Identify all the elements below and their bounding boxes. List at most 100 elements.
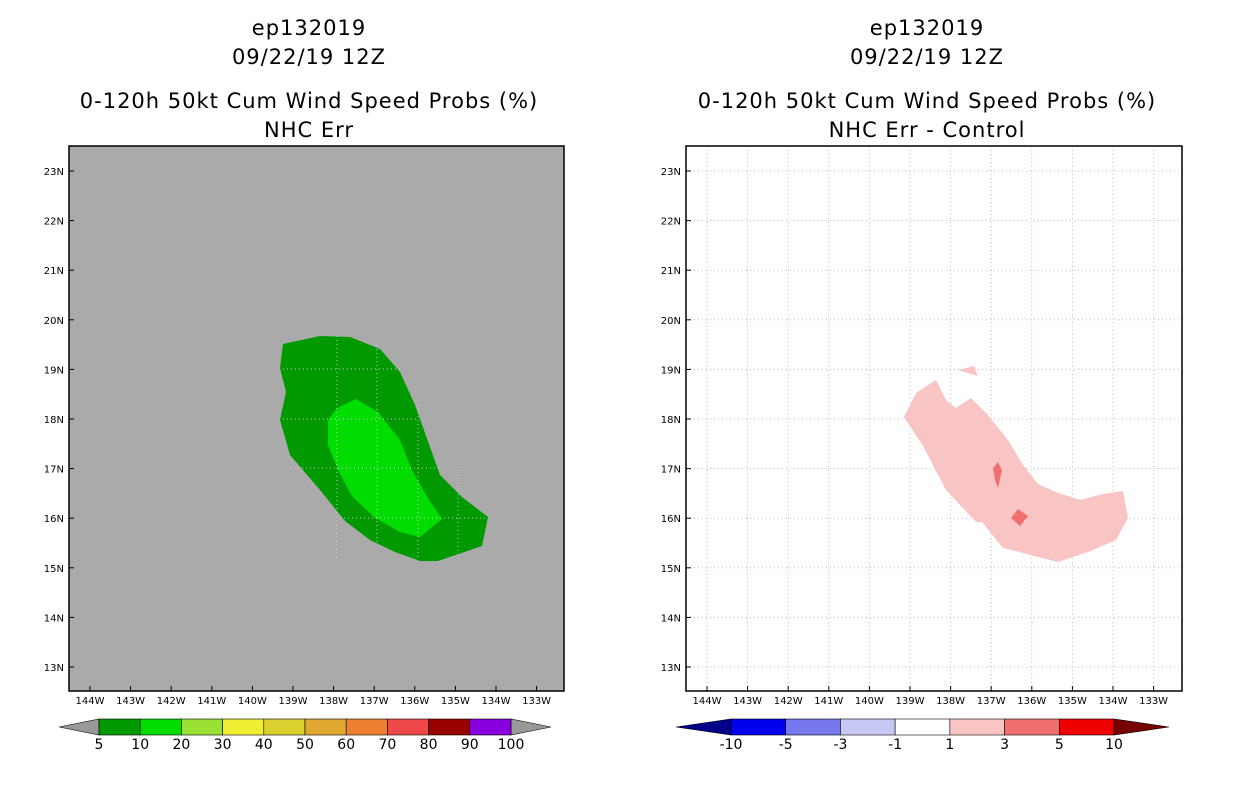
left-colorbar-label: 30 [214,737,232,753]
right-diff-area-3-5-a [993,462,1002,488]
left-product-title: 0-120h 50kt Cum Wind Speed Probs (%) [79,89,539,113]
left-colorbar: 5 10 20 30 40 50 60 70 80 90 100 [58,718,552,753]
left-subtitle: NHC Err [263,118,354,142]
left-map-panel: ep132019 09/22/19 12Z 0-120h 50kt Cum Wi… [44,16,565,753]
left-lat-label: 18N [44,415,64,426]
right-diff-area-1-3 [904,380,1128,562]
right-colorbar-label: -1 [888,737,902,753]
right-colorbar-over-arrow [1113,718,1170,736]
left-lat-label: 22N [44,217,64,228]
right-colorbar-swatch [1004,718,1060,736]
left-colorbar-label: 40 [255,737,273,753]
left-colorbar-label: 100 [498,737,525,753]
left-lat-label: 23N [44,167,64,178]
right-colorbar-label: 3 [1000,737,1009,753]
left-lon-label: 138W [319,696,348,707]
left-colorbar-swatch [304,718,347,736]
right-date-time: 09/22/19 12Z [849,45,1005,69]
left-colorbar-over-arrow [510,718,552,736]
right-lat-label: 19N [661,365,681,376]
right-lat-label: 16N [661,514,681,525]
left-colorbar-swatch [387,718,429,736]
right-lon-label: 134W [1099,696,1128,707]
right-lat-label: 14N [661,613,681,624]
right-colorbar-swatch [730,718,787,736]
right-colorbar-swatch [840,718,896,736]
right-colorbar-swatch [894,718,951,736]
left-colorbar-label: 10 [131,737,149,753]
left-colorbar-swatch [222,718,265,736]
left-prob-area-10-20 [328,399,442,537]
left-lat-label: 14N [44,613,64,624]
left-colorbar-swatch [181,718,223,736]
left-lat-label: 15N [44,564,64,575]
left-lat-label: 17N [44,465,64,476]
right-diff-area-3-5-b [1011,509,1028,526]
right-lon-label: 143W [733,696,762,707]
right-product-title: 0-120h 50kt Cum Wind Speed Probs (%) [697,89,1157,113]
right-lat-label: 13N [661,663,681,674]
left-lon-label: 142W [157,696,186,707]
right-diff-area-small [958,366,978,376]
left-lon-label: 143W [116,696,145,707]
right-lat-label: 15N [661,564,681,575]
right-colorbar-swatch [785,718,841,736]
right-lat-label: 18N [661,415,681,426]
right-lat-label: 21N [661,266,681,277]
left-lon-label: 136W [400,696,429,707]
left-colorbar-swatch [98,718,141,736]
left-lon-label: 144W [76,696,105,707]
right-colorbar-label: -5 [779,737,793,753]
right-map-panel: ep132019 09/22/19 12Z 0-120h 50kt Cum Wi… [618,0,1236,800]
right-colorbar-label: 5 [1055,737,1064,753]
left-lon-axis: 144W 143W 142W 141W 140W 139W 138W 137W 136W 135W… [76,686,551,707]
left-colorbar-swatch [345,718,388,736]
left-colorbar-label: 5 [95,737,104,753]
right-grid [686,146,1182,691]
left-colorbar-swatch [263,718,306,736]
right-colorbar-label: 10 [1105,737,1123,753]
left-lon-label: 137W [360,696,389,707]
left-lon-label: 141W [197,696,226,707]
right-colorbar-label: 1 [945,737,954,753]
right-colorbar: -10 -5 -3 -1 1 3 5 10 [675,718,1170,753]
left-lon-label: 135W [441,696,470,707]
left-colorbar-swatch [428,718,471,736]
left-lat-label: 21N [44,266,64,277]
left-colorbar-label: 70 [378,737,396,753]
left-colorbar-swatch [139,718,182,736]
right-lon-label: 137W [977,696,1006,707]
left-storm-id: ep132019 [251,16,367,40]
left-lat-axis: 23N 22N 21N 20N 19N 18N 17N 16N 15N 14N 13N [44,167,74,674]
left-lon-label: 139W [279,696,308,707]
left-colorbar-swatch [469,718,512,736]
right-subtitle: NHC Err - Control [828,118,1026,142]
right-lon-label: 142W [774,696,803,707]
right-colorbar-swatch [1058,718,1115,736]
right-lon-label: 136W [1017,696,1046,707]
left-lat-label: 19N [44,365,64,376]
left-colorbar-label: 90 [461,737,479,753]
left-colorbar-label: 20 [172,737,190,753]
left-colorbar-label: 60 [337,737,355,753]
right-lat-label: 20N [661,316,681,327]
right-lon-label: 133W [1139,696,1168,707]
right-lat-label: 22N [661,217,681,228]
left-date-time: 09/22/19 12Z [231,45,387,69]
right-lon-axis: 144W 143W 142W 141W 140W 139W 138W 137W 136W 135W… [693,686,1168,707]
right-colorbar-under-arrow [675,718,732,736]
right-lat-label: 23N [661,167,681,178]
right-lon-label: 140W [855,696,884,707]
left-lon-label: 133W [522,696,551,707]
right-lat-axis: 23N 22N 21N 20N 19N 18N 17N 16N 15N 14N 13N [661,167,691,674]
right-colorbar-swatch [949,718,1005,736]
right-storm-id: ep132019 [869,16,985,40]
right-colorbar-label: -10 [720,737,743,753]
left-lon-label: 134W [482,696,511,707]
left-lat-label: 20N [44,316,64,327]
right-lon-label: 138W [936,696,965,707]
right-lon-label: 141W [814,696,843,707]
right-colorbar-label: -3 [833,737,847,753]
